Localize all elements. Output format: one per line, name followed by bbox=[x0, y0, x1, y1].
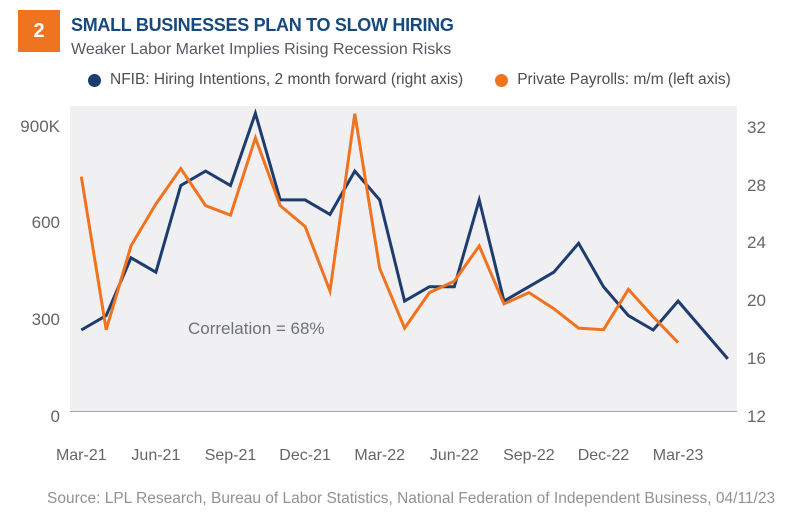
chart-legend: NFIB: Hiring Intentions, 2 month forward… bbox=[88, 71, 731, 89]
x-axis-tick: Jun-21 bbox=[131, 447, 181, 464]
legend-dot-icon bbox=[495, 73, 509, 87]
right-axis-tick: 32 bbox=[747, 117, 766, 137]
legend-dot-icon bbox=[88, 73, 101, 87]
legend-item-1: Private Payrolls: m/m (left axis) bbox=[495, 71, 731, 89]
page-title: SMALL BUSINESSES PLAN TO SLOW HIRING bbox=[71, 15, 454, 35]
legend-item-0: NFIB: Hiring Intentions, 2 month forward… bbox=[88, 71, 463, 89]
x-axis-tick: Sep-21 bbox=[204, 447, 257, 464]
right-axis-tick: 24 bbox=[747, 233, 766, 253]
source-note: Source: LPL Research, Bureau of Labor St… bbox=[47, 490, 776, 507]
x-axis-tick: Dec-21 bbox=[279, 447, 331, 464]
left-axis-tick: 300 bbox=[31, 310, 60, 329]
right-axis-tick: 28 bbox=[747, 175, 766, 195]
chart-plot-area bbox=[70, 106, 737, 412]
left-axis-tick: 600 bbox=[31, 213, 60, 233]
left-axis-tick: 900K bbox=[20, 116, 60, 136]
slide-number-badge: 2 bbox=[18, 10, 60, 52]
line-chart bbox=[79, 108, 729, 360]
right-axis-tick: 16 bbox=[747, 348, 766, 368]
right-axis-tick: 12 bbox=[747, 406, 766, 426]
nfib-line bbox=[80, 108, 729, 360]
x-axis-tick: Jun-22 bbox=[429, 447, 479, 464]
slide-number: 2 bbox=[33, 19, 45, 42]
right-axis-tick: 20 bbox=[747, 291, 766, 311]
payrolls-line bbox=[79, 113, 680, 344]
x-axis-tick: Sep-22 bbox=[503, 447, 555, 464]
x-axis-tick: Mar-21 bbox=[55, 447, 107, 464]
page-subtitle: Weaker Labor Market Implies Rising Reces… bbox=[71, 41, 452, 58]
x-axis-tick: Dec-22 bbox=[577, 447, 630, 464]
correlation-annotation: Correlation = 68% bbox=[188, 319, 325, 338]
legend-label: NFIB: Hiring Intentions, 2 month forward… bbox=[110, 71, 464, 88]
left-axis-tick: 0 bbox=[50, 406, 60, 426]
x-axis-tick: Mar-22 bbox=[354, 447, 406, 464]
x-axis-tick: Mar-23 bbox=[652, 447, 704, 464]
legend-label: Private Payrolls: m/m (left axis) bbox=[517, 71, 731, 88]
